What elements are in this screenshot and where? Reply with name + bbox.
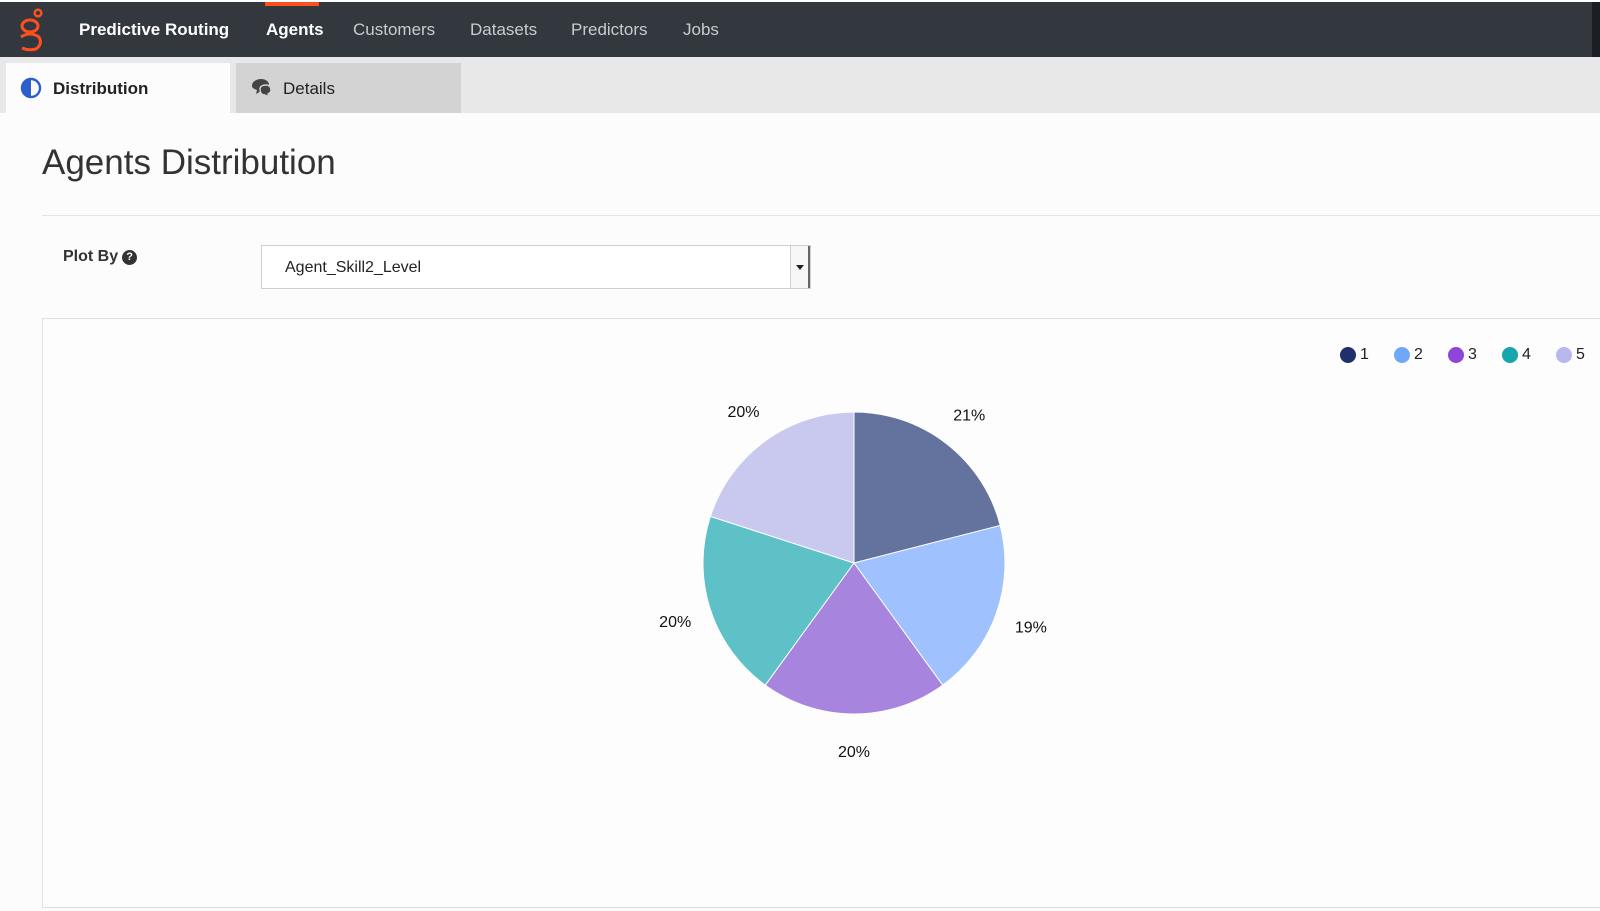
pie-label-4: 20%: [659, 614, 691, 631]
plot-by-label: Plot By?: [63, 248, 138, 266]
plot-by-selected-value: Agent_Skill2_Level: [285, 259, 422, 276]
tab-distribution-label: Distribution: [53, 79, 149, 98]
tab-distribution[interactable]: Distribution: [6, 63, 230, 113]
tab-details-label: Details: [283, 79, 335, 98]
nav-item-customers[interactable]: Customers: [353, 20, 436, 39]
chat-bubbles-icon: [252, 79, 272, 99]
legend-label-1: 1: [1360, 346, 1369, 363]
legend-label-4: 4: [1522, 346, 1531, 363]
pie-slice-1[interactable]: [853, 411, 1001, 564]
half-circle-icon: [20, 77, 42, 99]
pie-slice-4[interactable]: [702, 515, 855, 686]
header-divider: [42, 215, 1600, 216]
legend-dot-1: [1340, 347, 1356, 363]
tab-bar: Distribution Details: [0, 57, 1600, 113]
nav-item-datasets[interactable]: Datasets: [470, 20, 538, 39]
legend-label-2: 2: [1414, 346, 1423, 363]
pie-slice-2[interactable]: [853, 524, 1006, 686]
active-nav-indicator: [265, 2, 319, 6]
legend-label-5: 5: [1576, 346, 1585, 363]
help-icon[interactable]: ?: [122, 250, 138, 265]
genesys-logo-icon[interactable]: [16, 6, 50, 52]
nav-item-jobs[interactable]: Jobs: [683, 20, 719, 39]
plot-by-dropdown[interactable]: Agent_Skill2_Level: [261, 245, 811, 289]
nav-item-agents[interactable]: Agents: [266, 20, 324, 39]
nav-item-predictors[interactable]: Predictors: [571, 20, 648, 39]
legend-dot-4: [1502, 347, 1518, 363]
legend-dot-5: [1556, 347, 1572, 363]
window-edge: [1592, 2, 1600, 59]
tab-details[interactable]: Details: [236, 63, 461, 113]
pie-label-2: 19%: [1015, 620, 1047, 637]
pie-slice-3[interactable]: [764, 562, 944, 715]
pie-slice-5[interactable]: [709, 411, 855, 564]
app-title[interactable]: Predictive Routing: [79, 20, 230, 39]
chevron-down-icon[interactable]: [790, 246, 810, 288]
page-title: Agents Distribution: [42, 143, 336, 182]
top-navigation-bar: Predictive Routing Agents Customers Data…: [0, 0, 1600, 59]
pie-label-5: 20%: [727, 404, 759, 421]
plot-by-text: Plot By: [63, 248, 119, 265]
pie-label-3: 20%: [838, 744, 870, 761]
legend-dot-3: [1448, 347, 1464, 363]
pie-label-1: 21%: [953, 407, 985, 424]
legend-dot-2: [1394, 347, 1410, 363]
legend-label-3: 3: [1468, 346, 1477, 363]
